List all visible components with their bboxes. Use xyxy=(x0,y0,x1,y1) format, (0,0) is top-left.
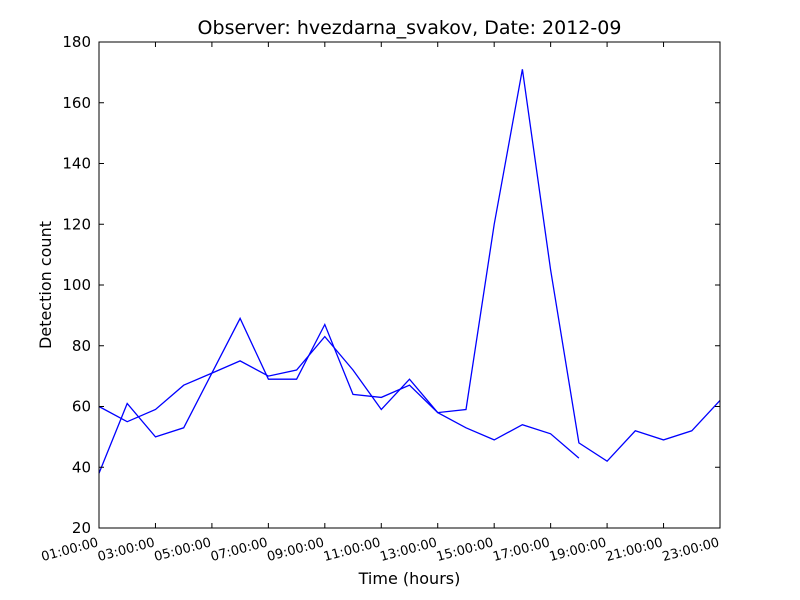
series-layer xyxy=(98,69,721,474)
x-tick-label: 05:00:00 xyxy=(153,535,213,565)
y-axis-label: Detection count xyxy=(36,221,55,349)
y-tick-label: 180 xyxy=(62,33,91,51)
x-tick-label: 01:00:00 xyxy=(40,535,100,565)
x-tick-label: 09:00:00 xyxy=(266,535,326,565)
series-line-2 xyxy=(98,335,580,459)
x-tick-label: 21:00:00 xyxy=(604,535,664,565)
plot-frame xyxy=(98,41,721,529)
y-tick-label: 100 xyxy=(62,276,91,294)
x-axis: 01:00:0003:00:0005:00:0007:00:0009:00:00… xyxy=(40,42,721,565)
y-tick-label: 20 xyxy=(72,519,91,537)
x-axis-label: Time (hours) xyxy=(358,569,461,588)
x-tick-label: 17:00:00 xyxy=(491,535,551,565)
x-tick-label: 13:00:00 xyxy=(378,535,438,565)
chart-title: Observer: hvezdarna_svakov, Date: 2012-0… xyxy=(198,17,622,39)
y-tick-label: 160 xyxy=(62,94,91,112)
x-tick-label: 15:00:00 xyxy=(435,535,495,565)
x-tick-label: 23:00:00 xyxy=(661,535,721,565)
y-axis: 20 40 60 80 100 120 140 160 180 xyxy=(62,33,720,537)
x-tick-label: 07:00:00 xyxy=(209,535,269,565)
series-line-1 xyxy=(98,69,721,474)
y-tick-label: 80 xyxy=(72,337,91,355)
y-tick-label: 60 xyxy=(72,398,91,416)
x-tick-label: 11:00:00 xyxy=(322,535,382,565)
y-tick-label: 140 xyxy=(62,155,91,173)
y-tick-label: 120 xyxy=(62,215,91,233)
y-tick-label: 40 xyxy=(72,458,91,476)
x-tick-label: 19:00:00 xyxy=(548,535,608,565)
x-tick-label: 03:00:00 xyxy=(96,535,156,565)
